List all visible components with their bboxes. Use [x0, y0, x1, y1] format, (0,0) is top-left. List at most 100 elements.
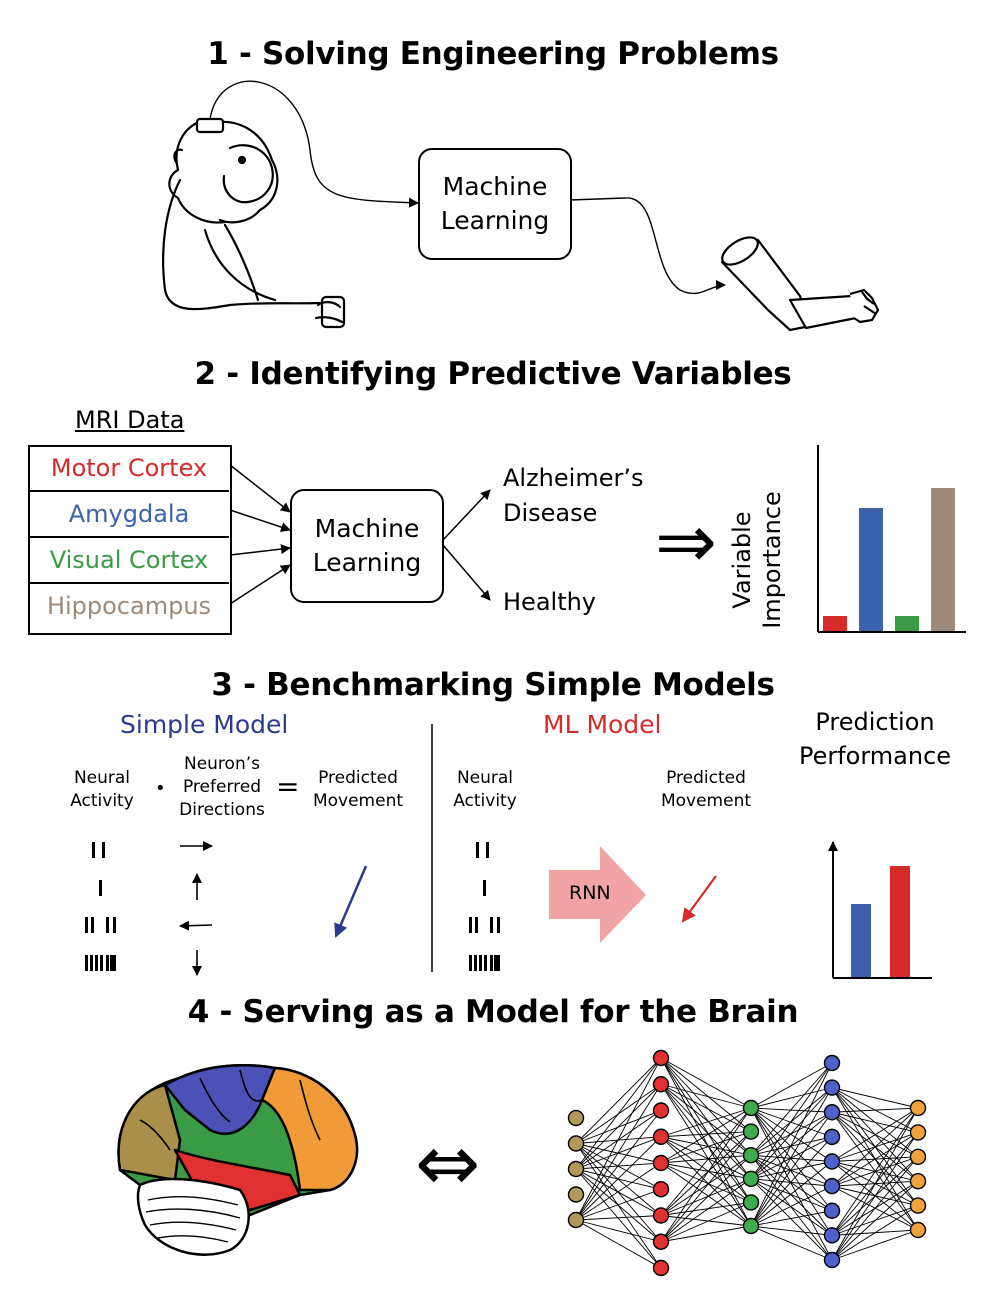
network-node: [652, 1102, 670, 1119]
network-edge: [575, 1057, 662, 1221]
brain-drawing: [117, 1063, 359, 1256]
section-3-title: 3 - Benchmarking Simple Models: [211, 667, 775, 703]
network-node: [742, 1194, 760, 1211]
network-edge: [575, 1084, 662, 1221]
network-edge: [575, 1083, 662, 1170]
network-edge: [750, 1225, 833, 1261]
network-edge: [750, 1154, 833, 1212]
network-edge: [660, 1162, 752, 1180]
ml-box-1-line-1: Machine: [442, 172, 548, 201]
outcome-alzheimers-line-1: Alzheimer’s: [503, 464, 644, 492]
bar-visual-cortex: [895, 616, 919, 631]
network-edge: [750, 1136, 833, 1227]
network-edge: [660, 1107, 752, 1138]
network-edge: [831, 1156, 919, 1261]
network-edge: [750, 1062, 833, 1156]
network-edge: [660, 1057, 752, 1203]
network-edge: [750, 1178, 833, 1236]
network-node: [823, 1177, 841, 1195]
network-node: [652, 1154, 670, 1172]
mri-region-visual-cortex: Visual Cortex: [29, 537, 229, 584]
network-edge: [660, 1131, 752, 1216]
network-node: [742, 1099, 760, 1117]
network-node: [567, 1135, 585, 1152]
section-2-title: 2 - Identifying Predictive Variables: [194, 356, 792, 392]
network-edge: [575, 1168, 662, 1243]
preferred-line-1: Neuron’s: [183, 754, 260, 774]
mri-region-hippocampus: Hippocampus: [46, 591, 212, 620]
network-edge: [660, 1225, 752, 1243]
simple-predicted-arrow: [334, 865, 368, 938]
network-edge: [750, 1062, 833, 1180]
importance-chart-axes: [817, 445, 966, 633]
network-edge: [575, 1168, 662, 1269]
network-edge: [660, 1162, 752, 1203]
network-edge: [660, 1154, 752, 1216]
wire-ml-to-arm: [569, 197, 726, 295]
network-edge: [831, 1229, 919, 1261]
network-edge: [660, 1131, 752, 1243]
network-edge: [575, 1215, 662, 1221]
network-edge: [575, 1168, 662, 1216]
network-edge: [831, 1087, 919, 1109]
neural-activity-line-1: Neural: [73, 768, 131, 788]
network-node: [652, 1259, 670, 1277]
network-edge: [660, 1057, 752, 1132]
outcome-alzheimers-line-2: Disease: [503, 499, 598, 527]
network-edge: [660, 1131, 752, 1138]
network-edge: [750, 1136, 833, 1180]
mri-table: [28, 445, 232, 635]
network-edge: [831, 1107, 919, 1261]
ml-neural-line-1: Neural: [456, 768, 514, 788]
network-edge: [831, 1180, 919, 1261]
network-edge: [750, 1107, 833, 1162]
network-edge: [750, 1107, 833, 1212]
ml-box-section-1: Machine Learning: [418, 148, 572, 260]
network-edge: [750, 1178, 833, 1261]
network-node: [909, 1099, 927, 1117]
network-edge: [660, 1107, 752, 1216]
network-edge: [831, 1107, 919, 1162]
section-1-title: 1 - Solving Engineering Problems: [207, 36, 779, 72]
network-edge: [575, 1219, 662, 1243]
network-node: [567, 1160, 585, 1178]
network-edge: [831, 1132, 919, 1187]
ml-box-2-line-2: Learning: [312, 548, 422, 577]
network-node: [742, 1146, 760, 1164]
network-edge: [750, 1087, 833, 1180]
preferred-line-3: Directions: [179, 800, 265, 820]
network-node: [909, 1221, 927, 1239]
network-edge: [660, 1057, 752, 1109]
performance-line-2: Performance: [798, 742, 952, 770]
ml-to-outcomes-arrows: [442, 489, 491, 601]
predicted-line-2: Movement: [312, 791, 404, 811]
network-edge: [660, 1107, 752, 1164]
ml-predicted-line-1: Predicted: [666, 768, 746, 788]
network-edge: [660, 1131, 752, 1164]
network-edge: [575, 1162, 662, 1170]
network-edge: [660, 1178, 752, 1216]
network-node: [567, 1186, 585, 1203]
ml-model-label: ML Model: [543, 710, 662, 739]
network-edge: [660, 1162, 752, 1227]
network-edge: [750, 1178, 833, 1187]
network-edge: [660, 1215, 752, 1227]
neural-activity-label: Neural Activity: [62, 767, 142, 813]
network-edge: [750, 1161, 833, 1180]
bar-motor-cortex: [823, 616, 847, 631]
outcome-healthy: Healthy: [503, 588, 597, 616]
network-edge: [660, 1083, 752, 1132]
network-node: [909, 1172, 927, 1190]
network-edge: [660, 1107, 752, 1243]
importance-ylabel-line-2: Importance: [758, 491, 786, 629]
importance-chart-ylabel: Variable Importance: [727, 475, 787, 645]
network-edge: [660, 1136, 752, 1180]
ml-neural-activity-label: Neural Activity: [445, 767, 525, 813]
network-node: [823, 1251, 841, 1269]
network-edge: [660, 1057, 752, 1227]
network-node: [742, 1217, 760, 1235]
mri-region-amygdala: Amygdala: [29, 491, 229, 538]
network-edge: [750, 1161, 833, 1227]
predicted-movement-label-simple: Predicted Movement: [308, 767, 408, 813]
network-edge: [750, 1178, 833, 1212]
